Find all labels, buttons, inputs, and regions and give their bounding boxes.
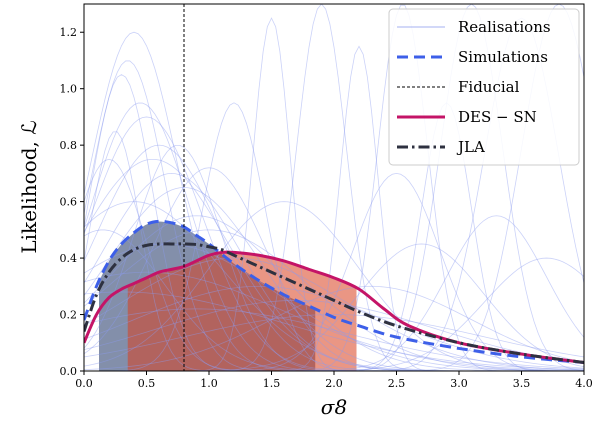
x-tick-label: 4.0 (575, 377, 593, 390)
series-jla-line (84, 242, 584, 365)
realisation-curves (84, 4, 584, 371)
realisation-curve (84, 291, 584, 371)
series-simulations-line (84, 219, 584, 365)
realisation-curve (84, 285, 584, 371)
realisation-curve (84, 116, 584, 371)
x-tick-label: 3.0 (450, 377, 468, 390)
realisation-curve (84, 4, 584, 371)
y-tick-label: 1.0 (60, 83, 78, 96)
y-tick-label: 0.6 (60, 196, 78, 209)
legend: Realisations Simulations Fiducial DES − SN J… (388, 8, 580, 166)
realisation-curve (84, 102, 584, 371)
realisation-curve (84, 167, 584, 371)
series-curves (84, 219, 584, 365)
x-tick-label: 2.5 (388, 377, 406, 390)
shaded-regions (99, 221, 357, 371)
legend-box (388, 8, 580, 166)
y-axis-ticks: 0.0 0.2 0.4 0.6 0.8 1.0 1.2 (60, 26, 84, 378)
realisation-curve (84, 257, 584, 371)
realisation-curve (84, 60, 584, 371)
series-des-sn-line (84, 250, 584, 365)
x-tick-label: 0.5 (138, 377, 156, 390)
realisation-curve (84, 314, 584, 358)
x-tick-label: 3.5 (513, 377, 531, 390)
realisation-curve (84, 158, 584, 371)
x-axis-label: σ8 (321, 395, 347, 419)
realisation-curve (84, 229, 584, 371)
legend-label: JLA (456, 138, 485, 156)
realisation-curve (84, 144, 584, 371)
legend-label: Realisations (458, 18, 551, 36)
y-tick-label: 0.8 (60, 139, 78, 152)
y-tick-label: 1.2 (60, 26, 78, 39)
realisation-curve (84, 45, 584, 371)
shaded-region-2 (127, 252, 357, 371)
legend-label: Fiducial (458, 78, 520, 96)
realisation-curve (84, 4, 584, 371)
realisation-curve (84, 17, 584, 371)
x-axis-ticks: 0.0 0.5 1.0 1.5 2.0 2.5 3.0 3.5 4.0 (75, 371, 593, 390)
legend-label: Simulations (458, 48, 548, 66)
realisation-curve (84, 131, 584, 371)
y-axis-label: Likelihood, ℒ (17, 120, 41, 253)
legend-label: DES − SN (458, 108, 537, 126)
realisation-curve (84, 300, 584, 364)
realisation-curve (84, 201, 584, 371)
realisation-curve (84, 215, 584, 371)
x-tick-label: 2.0 (325, 377, 343, 390)
y-tick-label: 0.4 (60, 252, 78, 265)
realisation-curve (84, 172, 584, 371)
realisation-curve (84, 158, 584, 371)
y-tick-label: 0.0 (60, 365, 78, 378)
x-tick-label: 0.0 (75, 377, 93, 390)
realisation-curve (84, 308, 584, 370)
realisation-curve (84, 271, 584, 371)
y-tick-label: 0.2 (60, 309, 78, 322)
x-tick-label: 1.5 (263, 377, 281, 390)
x-tick-label: 1.0 (200, 377, 218, 390)
